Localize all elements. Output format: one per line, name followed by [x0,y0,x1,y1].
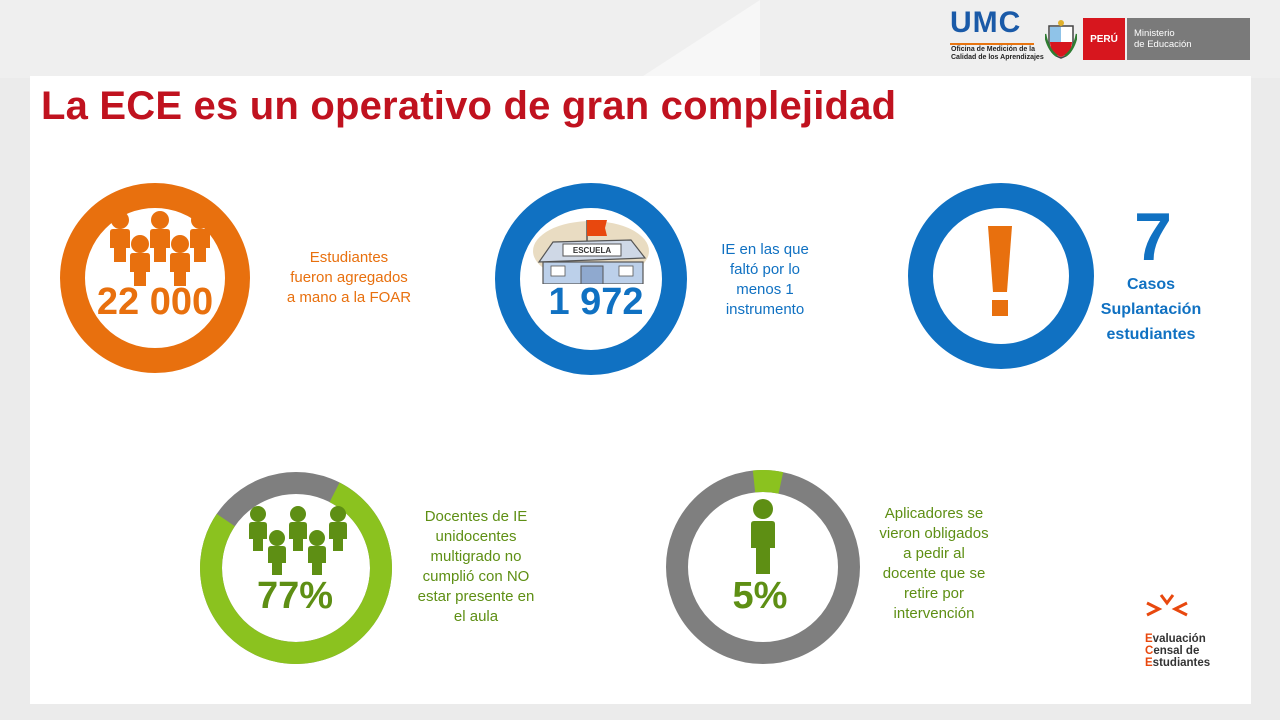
applicator-person-icon [748,498,778,576]
coat-of-arms-icon [1045,20,1077,60]
students-count: 22 000 [96,281,214,323]
ece-word: valuación [1152,633,1206,645]
ece-word: ensal de [1153,645,1200,657]
slide-panel [30,76,1251,704]
ministry-line-1: Ministerio [1134,28,1175,39]
caption-line: Estudiantes [309,249,389,266]
schools-caption: IE en las que faltó por lo menos 1 instr… [700,240,830,320]
umc-wordmark: UMC [950,6,1022,39]
ece-chevrons-icon [1146,594,1188,617]
caption-line: instrumento [725,301,805,318]
caption-line: IE en las que [721,241,809,258]
students-caption: Estudiantes fueron agregados a mano a la… [270,248,428,308]
umc-subtitle-line-1: Oficina de Medición de la [951,46,1036,53]
caption-line: estudiantes [1106,326,1196,343]
students-people-icon [106,210,214,288]
caption-line: retire por [903,585,965,602]
caption-line: fueron agregados [290,269,408,286]
caption-line: estar presente en [417,588,535,605]
ece-letter: E [1145,657,1153,669]
ece-logo-text: Evaluación Censal de Estudiantes [1145,633,1210,669]
applicators-donut [666,470,860,664]
caption-line: vieron obligados [879,525,989,542]
caption-line: a mano a la FOAR [286,289,412,306]
impersonation-caption: Casos Suplantación estudiantes [1080,272,1222,347]
schools-count: 1 972 [548,281,644,323]
school-sign-text: ESCUELA [573,246,611,255]
teachers-caption: Docentes de IE unidocentes multigrado no… [394,507,558,627]
school-icon: ESCUELA [531,218,653,284]
umc-subtitle-line-2: Calidad de los Aprendizajes [951,54,1044,61]
applicators-caption: Aplicadores se vieron obligados a pedir … [858,504,1010,624]
caption-line: Casos [1126,276,1176,293]
exclamation-icon [986,226,1014,318]
ece-letter: C [1145,645,1154,657]
teachers-donut [200,472,392,664]
teachers-percent: 77% [256,575,334,617]
caption-line: menos 1 [736,281,794,298]
umc-logo: UMC Oficina de Medición de la Calidad de… [950,6,1044,70]
impersonation-count: 7 [1134,199,1172,275]
ministry-line-2: de Educación [1134,39,1192,50]
applicators-donut-share [666,470,860,664]
umc-subtitle: Oficina de Medición de la Calidad de los… [951,46,1044,62]
caption-line: a pedir al [903,545,965,562]
teachers-people-icon [246,505,350,577]
caption-line: docente que se [882,565,986,582]
ece-logo: Evaluación Censal de Estudiantes [1143,593,1233,675]
umc-underline [950,43,1034,45]
caption-line: multigrado no [430,548,522,565]
header-diagonal [640,0,760,78]
caption-line: Docentes de IE [424,508,528,525]
caption-line: unidocentes [435,528,517,545]
caption-line: Suplantación [1100,301,1202,318]
slide-title: La ECE es un operativo de gran complejid… [41,84,897,128]
ece-word: studiantes [1152,657,1211,669]
caption-line: el aula [453,608,499,625]
caption-line: cumplió con NO [422,568,530,585]
peru-badge: PERÚ [1083,18,1125,60]
ministry-badge: Ministerio de Educación [1127,18,1250,60]
teachers-donut-share [200,472,392,664]
ece-letter: E [1145,633,1153,645]
caption-line: intervención [893,605,975,622]
caption-line: Aplicadores se [884,505,984,522]
caption-line: faltó por lo [729,261,801,278]
applicators-percent: 5% [732,575,788,617]
